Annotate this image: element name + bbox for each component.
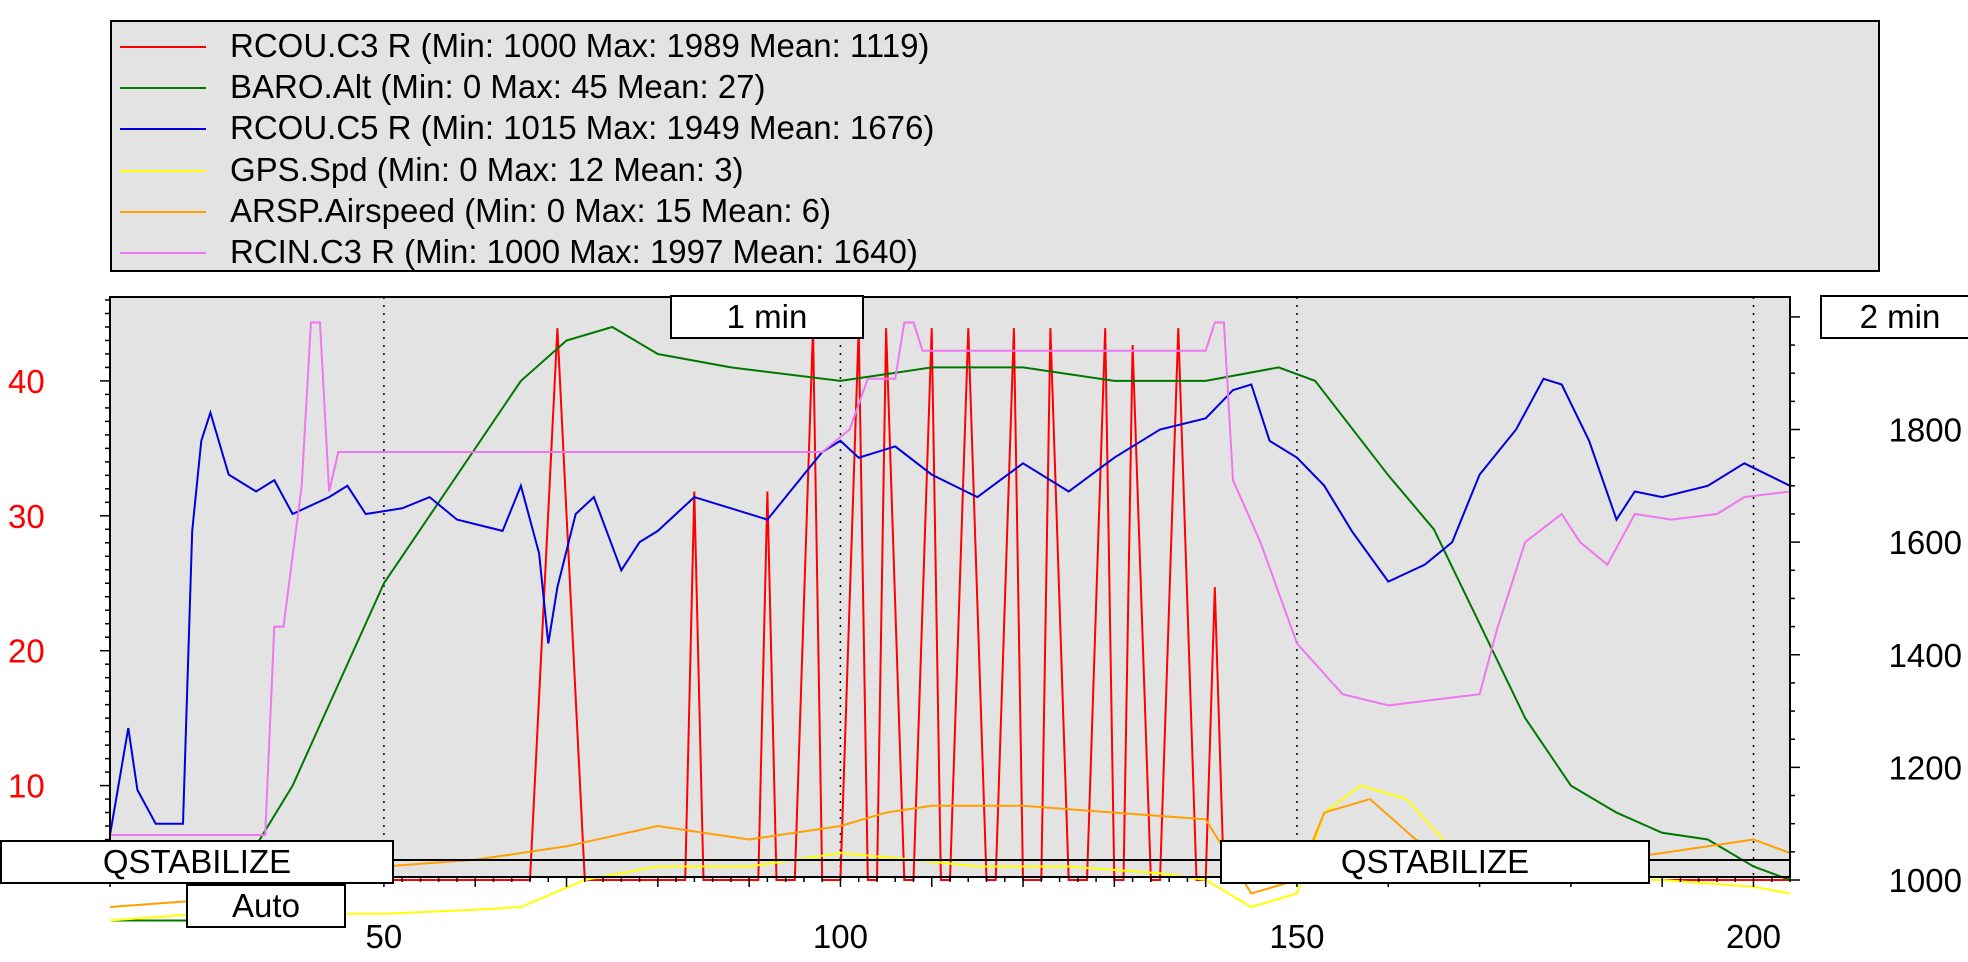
left-axis-tick-label: 20	[8, 633, 45, 670]
left-axis-tick-label: 40	[8, 363, 45, 400]
legend-entry: ARSP.Airspeed (Min: 0 Max: 15 Mean: 6)	[112, 191, 1878, 231]
plot-area	[110, 297, 1790, 877]
right-axis-tick-label: 1200	[1889, 749, 1962, 786]
legend-swatch	[120, 252, 206, 254]
mode-label-auto: Auto	[186, 884, 346, 928]
legend-label: RCIN.C3 R (Min: 1000 Max: 1997 Mean: 164…	[230, 233, 918, 270]
legend-entry: RCOU.C3 R (Min: 1000 Max: 1989 Mean: 111…	[112, 26, 1878, 66]
time-marker-1min: 1 min	[670, 295, 864, 339]
x-axis-tick-label: 200	[1726, 918, 1781, 955]
legend-label: RCOU.C5 R (Min: 1015 Max: 1949 Mean: 167…	[230, 109, 935, 146]
legend-swatch	[120, 128, 206, 130]
right-axis-tick-label: 1400	[1889, 637, 1962, 674]
mode-label-qstabilize: QSTABILIZE	[0, 840, 394, 884]
legend-entry: BARO.Alt (Min: 0 Max: 45 Mean: 27)	[112, 67, 1878, 107]
x-axis-tick-label: 150	[1269, 918, 1324, 955]
x-axis: 50 100 150 200	[109, 877, 1791, 955]
x-axis-tick-label: 100	[813, 918, 868, 955]
marker-lines	[383, 297, 1755, 877]
series-line	[110, 328, 1790, 881]
legend-label: ARSP.Airspeed (Min: 0 Max: 15 Mean: 6)	[230, 192, 831, 229]
right-axis-tick-label: 1800	[1889, 412, 1962, 449]
legend-label: BARO.Alt (Min: 0 Max: 45 Mean: 27)	[230, 68, 766, 105]
legend-entry: RCOU.C5 R (Min: 1015 Max: 1949 Mean: 167…	[112, 108, 1878, 148]
legend-swatch	[120, 46, 206, 48]
legend-swatch	[120, 170, 206, 172]
time-marker-2min: 2 min	[1820, 295, 1968, 339]
mode-label-qstabilize: QSTABILIZE	[1220, 840, 1650, 884]
legend-label: GPS.Spd (Min: 0 Max: 12 Mean: 3)	[230, 151, 744, 188]
legend-swatch	[120, 87, 206, 89]
x-axis-tick-label: 50	[366, 918, 403, 955]
series-line	[110, 325, 1791, 922]
right-axis: 100012001400160018002000	[1789, 297, 1962, 899]
left-axis-tick-label: 10	[8, 768, 45, 805]
right-axis-tick-label: 1600	[1889, 524, 1962, 561]
legend-entry: RCIN.C3 R (Min: 1000 Max: 1997 Mean: 164…	[112, 232, 1878, 272]
left-axis: 10 20 30 40	[8, 297, 111, 881]
left-axis-tick-label: 30	[8, 498, 45, 535]
right-axis-tick-label: 1000	[1889, 862, 1962, 899]
legend-entry: GPS.Spd (Min: 0 Max: 12 Mean: 3)	[112, 150, 1878, 190]
legend: RCOU.C3 R (Min: 1000 Max: 1989 Mean: 111…	[110, 20, 1880, 272]
series-line	[109, 377, 1791, 836]
series-line	[110, 321, 1791, 836]
legend-swatch	[120, 211, 206, 213]
legend-label: RCOU.C3 R (Min: 1000 Max: 1989 Mean: 111…	[230, 27, 930, 64]
